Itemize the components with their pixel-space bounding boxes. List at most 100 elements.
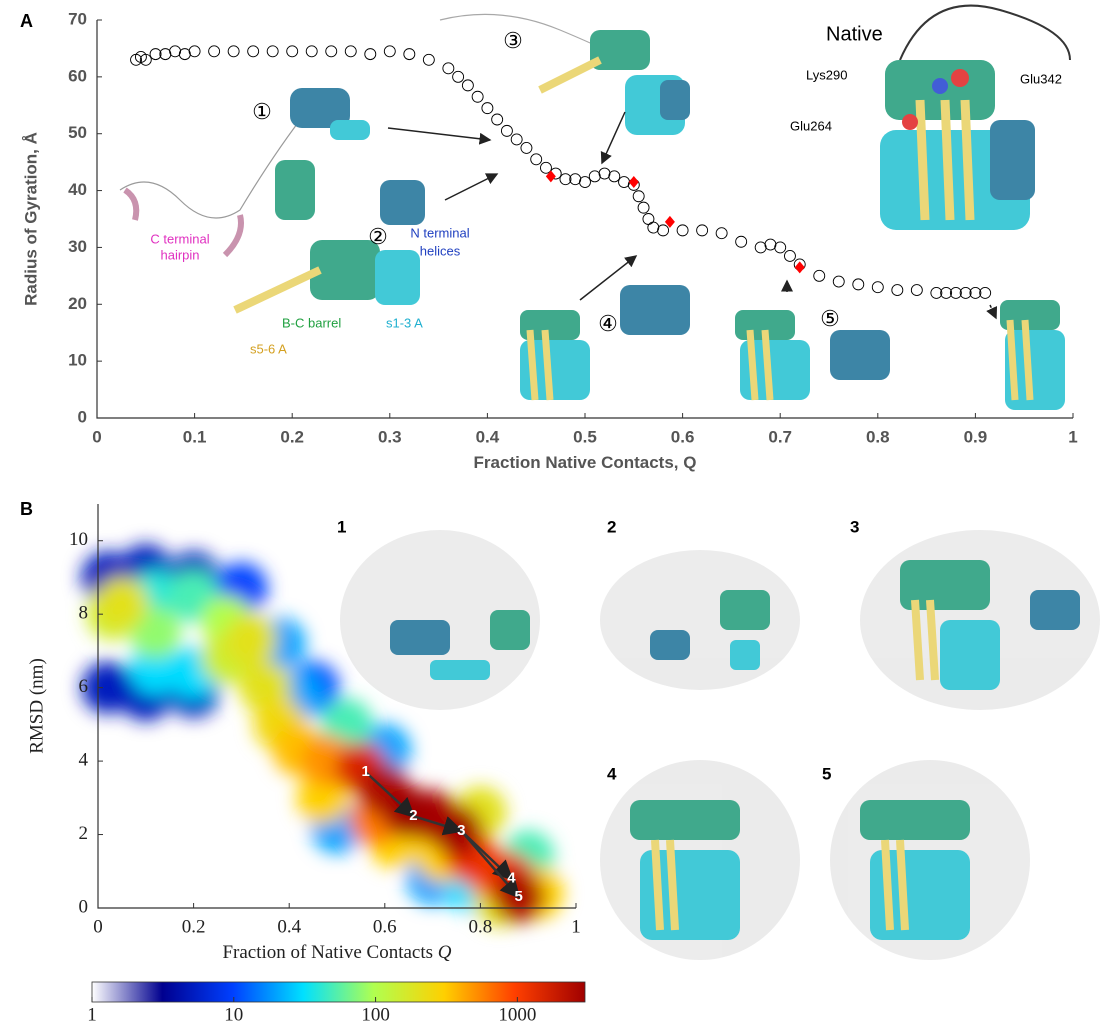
data-point	[715, 227, 728, 240]
data-point	[178, 48, 191, 61]
data-point	[461, 79, 474, 92]
structure-label: 4	[607, 764, 617, 783]
data-point	[510, 133, 523, 146]
data-point	[579, 176, 591, 188]
x-axis-label-text: Fraction of Native Contacts	[222, 942, 433, 963]
data-point	[618, 176, 630, 188]
data-point	[481, 102, 494, 115]
data-point	[852, 278, 865, 291]
data-point	[940, 286, 953, 299]
highlight-point	[664, 215, 675, 228]
annotation: s5-6 A	[250, 341, 287, 356]
data-point	[139, 53, 152, 66]
data-point	[530, 153, 543, 166]
density-cell	[95, 577, 148, 630]
y-tick-label: 10	[69, 529, 88, 550]
data-point	[647, 221, 660, 234]
data-point	[754, 241, 767, 254]
panel-label: A	[20, 11, 33, 31]
annotation: N terminal	[410, 225, 469, 240]
state-marker: ⑤	[820, 306, 840, 331]
data-point	[559, 173, 572, 186]
state-label: 3	[457, 822, 465, 839]
density-cell	[129, 606, 182, 659]
data-point	[949, 286, 962, 299]
structure-label: 3	[850, 517, 859, 536]
colorbar-tick-label: 100	[361, 1004, 390, 1025]
data-point	[642, 213, 655, 225]
data-point	[813, 269, 826, 282]
data-point	[266, 45, 279, 58]
data-point	[979, 286, 992, 299]
x-tick-label: 0.5	[573, 427, 597, 446]
data-point	[520, 141, 533, 154]
data-point	[149, 48, 162, 61]
data-point	[930, 286, 943, 299]
x-axis-label-text: Fraction Native Contacts, Q	[474, 453, 697, 472]
data-point	[969, 286, 982, 299]
x-tick-label: 0.8	[469, 916, 493, 937]
data-point	[632, 190, 645, 203]
data-point	[588, 170, 601, 183]
plot-area	[130, 45, 992, 299]
data-point	[608, 170, 621, 183]
state-marker: ②	[368, 224, 388, 249]
annotation: C terminal	[150, 231, 209, 246]
data-point	[657, 224, 670, 237]
x-axis-label-symbol: Q	[438, 942, 452, 963]
state-label: 4	[507, 870, 516, 887]
data-point	[637, 201, 650, 214]
data-point	[247, 45, 260, 58]
colorbar	[91, 981, 586, 1003]
data-point	[910, 284, 923, 297]
data-point	[442, 62, 455, 75]
data-point	[227, 45, 240, 58]
state-marker: ④	[598, 311, 618, 336]
x-tick-label: 0.2	[182, 916, 206, 937]
y-tick-label: 50	[68, 123, 87, 142]
x-tick-label: 0.2	[280, 427, 304, 446]
data-point	[383, 45, 396, 58]
annotation: B-C barrel	[282, 315, 341, 330]
structure-label: 2	[607, 517, 616, 536]
panel-label: B	[20, 499, 33, 519]
annotation: Glu264	[790, 118, 832, 133]
y-tick-label: 70	[68, 9, 87, 28]
x-tick-label: 1	[1068, 427, 1077, 446]
x-tick-label: 0.3	[378, 427, 402, 446]
annotation: hairpin	[160, 247, 199, 262]
data-point	[471, 90, 484, 103]
data-point	[325, 45, 338, 58]
y-tick-label: 6	[79, 676, 89, 697]
data-point	[491, 113, 504, 126]
y-axis-label: RMSD (nm)	[26, 658, 47, 754]
annotation: helices	[420, 243, 461, 258]
data-point	[774, 241, 787, 254]
y-axis-label: Radius of Gyration, Å	[21, 132, 40, 306]
x-tick-label: 0.1	[183, 427, 207, 446]
data-point	[364, 48, 377, 61]
data-point	[959, 286, 972, 299]
y-tick-label: 60	[68, 66, 87, 85]
state-marker: ①	[252, 99, 272, 124]
annotation: s1-3 A	[386, 315, 423, 330]
y-tick-label: 30	[68, 237, 87, 256]
state-label: 1	[362, 763, 370, 780]
structure-labels: 1 2 3 4 5	[337, 517, 859, 783]
data-point	[344, 45, 357, 58]
y-tick-label: 10	[68, 351, 87, 370]
data-point	[169, 45, 182, 58]
highlight-point	[794, 261, 805, 274]
data-point	[500, 124, 513, 137]
data-point	[305, 45, 318, 58]
x-axis-label: Fraction of Native Contacts Q	[222, 942, 451, 963]
x-tick-label: 0	[92, 427, 101, 446]
highlight-point	[628, 176, 639, 189]
transition-arrow	[413, 814, 464, 836]
annotations: Native Lys290 Glu342 Glu264 C terminal h…	[150, 23, 1062, 356]
x-tick-label: 0.8	[866, 427, 890, 446]
y-tick-label: 4	[79, 749, 89, 770]
y-tick-label: 0	[79, 896, 89, 917]
data-point	[676, 224, 689, 237]
structure-illustrations	[119, 4, 1100, 960]
